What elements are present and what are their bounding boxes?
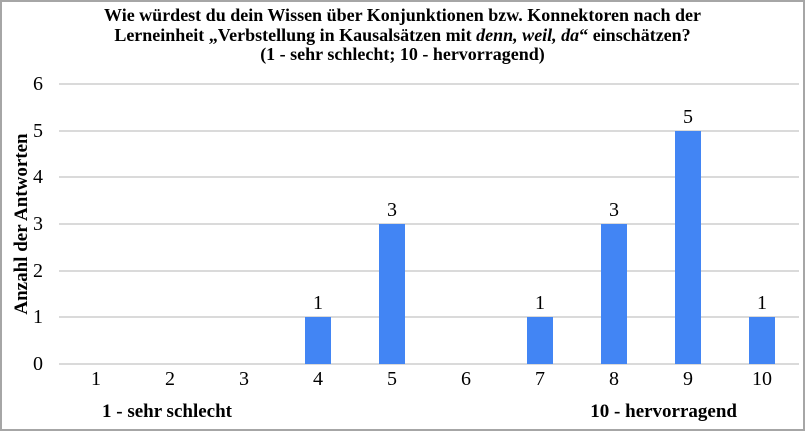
bar-slot-5: 3 xyxy=(355,84,429,364)
bar-value-label-5: 3 xyxy=(387,199,397,221)
x-tick-label-5: 5 xyxy=(387,368,397,390)
y-tick-label-4: 4 xyxy=(33,166,43,189)
y-tick-label-3: 3 xyxy=(33,213,43,235)
x-tick-label-10: 10 xyxy=(752,368,772,390)
bar-8 xyxy=(601,224,627,364)
y-tick-label-2: 2 xyxy=(33,259,43,282)
bar-5 xyxy=(379,224,405,364)
x-tick-label-6: 6 xyxy=(461,368,471,390)
title-line-1: Wie würdest du dein Wissen über Konjunkt… xyxy=(104,5,701,25)
bar-slot-4: 1 xyxy=(281,84,355,364)
bar-slot-2 xyxy=(133,84,207,364)
chart-title: Wie würdest du dein Wissen über Konjunkt… xyxy=(2,5,803,65)
title-line-2-pre: Lerneinheit „Verbstellung in Kausalsätze… xyxy=(114,24,477,45)
y-tick-label-0: 0 xyxy=(33,353,43,375)
gridline-y-1 xyxy=(59,316,799,319)
gridline-y-3 xyxy=(59,223,799,225)
bar-slot-3 xyxy=(207,84,281,364)
y-tick-label-1: 1 xyxy=(33,306,43,329)
title-line-2-italic: denn, weil, da xyxy=(476,24,580,45)
x-tick-label-8: 8 xyxy=(609,368,619,390)
title-line-3: (1 - sehr schlecht; 10 - hervorragend) xyxy=(260,44,545,64)
title-line-2-post: “ einschätzen? xyxy=(579,24,691,45)
x-tick-label-7: 7 xyxy=(535,368,545,390)
bar-4 xyxy=(305,317,331,364)
bar-slot-8: 3 xyxy=(577,84,651,364)
bar-10 xyxy=(749,317,775,364)
bar-slot-9: 5 xyxy=(651,84,725,364)
bar-slot-6 xyxy=(429,84,503,364)
bar-7 xyxy=(527,317,553,364)
gridline-y-0 xyxy=(59,363,799,365)
gridline-y-5 xyxy=(59,129,799,132)
x-tick-label-4: 4 xyxy=(313,368,323,390)
bar-slot-1 xyxy=(59,84,133,364)
title-line-2: Lerneinheit „Verbstellung in Kausalsätze… xyxy=(2,24,803,46)
x-tick-label-1: 1 xyxy=(91,368,101,390)
gridline-y-2 xyxy=(59,269,799,272)
gridline-y-6 xyxy=(59,83,799,85)
bar-slot-10: 1 xyxy=(725,84,799,364)
bar-slot-7: 1 xyxy=(503,84,577,364)
bar-value-label-7: 1 xyxy=(535,292,545,315)
plot-area: 1 3 1 3 5 1 xyxy=(59,83,799,365)
y-tick-label-6: 6 xyxy=(33,73,43,95)
x-axis-annotation-right: 10 - hervorragend xyxy=(590,401,737,422)
bar-value-label-9: 5 xyxy=(683,105,693,128)
x-tick-label-2: 2 xyxy=(165,368,175,390)
bar-value-label-8: 3 xyxy=(609,199,619,221)
y-axis-tick-labels: 0 1 2 3 4 5 6 xyxy=(2,73,48,375)
x-tick-label-9: 9 xyxy=(683,368,693,390)
x-axis-annotation-left: 1 - sehr schlecht xyxy=(102,401,232,422)
gridline-y-4 xyxy=(59,176,799,179)
bar-9 xyxy=(675,130,701,364)
bar-value-label-4: 1 xyxy=(313,292,323,315)
x-axis-tick-labels: 1 2 3 4 5 6 7 8 9 10 xyxy=(59,368,799,390)
x-tick-label-3: 3 xyxy=(239,368,249,390)
bars-row: 1 3 1 3 5 1 xyxy=(59,84,799,364)
y-tick-label-5: 5 xyxy=(33,119,43,142)
bar-value-label-10: 1 xyxy=(757,292,767,315)
